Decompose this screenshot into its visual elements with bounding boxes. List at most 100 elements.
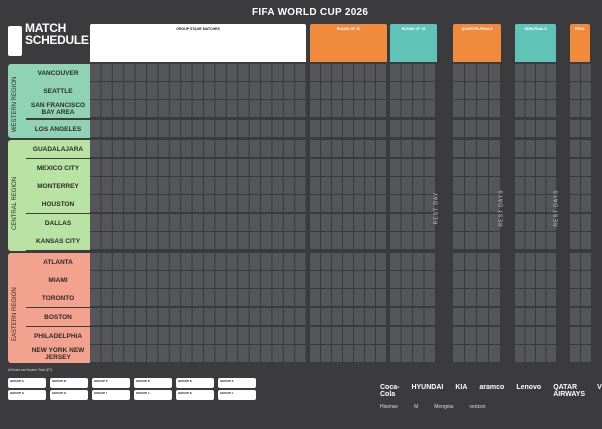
schedule-cell xyxy=(226,195,238,212)
group-title: GROUP A xyxy=(10,379,24,383)
schedule-cell xyxy=(570,308,580,325)
schedule-cell xyxy=(112,289,124,306)
schedule-cell xyxy=(413,327,424,344)
schedule-cell xyxy=(169,289,181,306)
schedule-cell xyxy=(249,140,260,157)
schedule-cell xyxy=(238,271,249,288)
schedule-cell xyxy=(124,308,135,325)
schedule-cell xyxy=(413,289,424,306)
schedule-cell xyxy=(401,100,412,117)
schedule-cell xyxy=(489,64,500,81)
schedule-cell xyxy=(158,232,169,249)
schedule-cell xyxy=(192,82,203,99)
schedule-cell xyxy=(570,64,580,81)
schedule-cell xyxy=(401,232,412,249)
schedule-cell xyxy=(112,253,124,270)
schedule-cell xyxy=(477,100,488,117)
schedule-cell xyxy=(124,177,135,194)
schedule-cell xyxy=(238,253,249,270)
region-western: WESTERN REGION xyxy=(8,64,26,138)
schedule-cell xyxy=(204,327,215,344)
schedule-cell xyxy=(147,195,158,212)
schedule-cell xyxy=(477,289,488,306)
round16-dates-strip xyxy=(390,34,437,62)
schedule-cell xyxy=(332,140,342,157)
schedule-cell xyxy=(390,177,401,194)
schedule-cell xyxy=(465,271,476,288)
schedule-cell xyxy=(169,327,181,344)
schedule-cell xyxy=(570,159,580,176)
schedule-cell xyxy=(181,308,192,325)
schedule-cell xyxy=(261,345,272,362)
schedule-cell xyxy=(283,100,295,117)
schedule-cell xyxy=(365,120,375,137)
schedule-cell xyxy=(343,159,353,176)
group-title: GROUP G xyxy=(10,391,25,395)
schedule-cell xyxy=(321,120,331,137)
schedule-cell xyxy=(365,177,375,194)
schedule-cell xyxy=(376,271,386,288)
schedule-cell xyxy=(477,195,488,212)
schedule-cell xyxy=(453,82,464,99)
schedule-cell xyxy=(204,271,215,288)
schedule-cell xyxy=(570,140,580,157)
schedule-cell xyxy=(90,271,101,288)
schedule-cell xyxy=(215,177,226,194)
schedule-cell xyxy=(112,308,124,325)
schedule-cell xyxy=(295,140,306,157)
schedule-cell xyxy=(90,195,101,212)
logo-title: MATCH SCHEDULE xyxy=(25,21,89,47)
schedule-cell xyxy=(570,214,580,231)
schedule-cell xyxy=(453,195,464,212)
schedule-cell xyxy=(135,253,146,270)
schedule-cell xyxy=(215,253,226,270)
schedule-cell xyxy=(135,308,146,325)
schedule-cell xyxy=(112,214,124,231)
schedule-cell xyxy=(272,140,283,157)
schedule-cell xyxy=(424,64,435,81)
schedule-cell xyxy=(390,327,401,344)
schedule-cell xyxy=(453,177,464,194)
schedule-cell xyxy=(546,327,556,344)
schedule-cell xyxy=(147,120,158,137)
schedule-cell xyxy=(365,345,375,362)
schedule-cell xyxy=(546,195,556,212)
schedule-cell xyxy=(204,177,215,194)
schedule-cell xyxy=(413,271,424,288)
schedule-cell xyxy=(158,308,169,325)
schedule-cell xyxy=(147,345,158,362)
schedule-cell xyxy=(453,253,464,270)
schedule-cell xyxy=(310,64,320,81)
schedule-cell xyxy=(321,327,331,344)
schedule-cell xyxy=(283,120,295,137)
schedule-cell xyxy=(283,271,295,288)
schedule-cell xyxy=(401,214,412,231)
schedule-cell xyxy=(343,327,353,344)
schedule-cell xyxy=(112,64,124,81)
schedule-cell xyxy=(192,214,203,231)
schedule-cell xyxy=(376,140,386,157)
group-box: GROUP E xyxy=(176,378,214,388)
schedule-cell xyxy=(453,140,464,157)
schedule-cell xyxy=(525,120,535,137)
schedule-cell xyxy=(525,100,535,117)
group-title: GROUP D xyxy=(136,379,150,383)
schedule-cell xyxy=(546,120,556,137)
schedule-cell xyxy=(376,159,386,176)
schedule-cell xyxy=(90,177,101,194)
sponsor-logo: KIA xyxy=(455,384,468,391)
schedule-cell xyxy=(272,100,283,117)
schedule-cell xyxy=(536,289,546,306)
schedule-cell xyxy=(124,271,135,288)
schedule-cell xyxy=(90,308,101,325)
schedule-cell xyxy=(477,120,488,137)
schedule-cell xyxy=(295,345,306,362)
schedule-cell xyxy=(295,64,306,81)
schedule-cell xyxy=(272,232,283,249)
schedule-cell xyxy=(354,140,364,157)
schedule-cell xyxy=(413,159,424,176)
schedule-cell xyxy=(477,232,488,249)
schedule-cell xyxy=(310,253,320,270)
schedule-cell xyxy=(158,140,169,157)
schedule-cell xyxy=(147,214,158,231)
